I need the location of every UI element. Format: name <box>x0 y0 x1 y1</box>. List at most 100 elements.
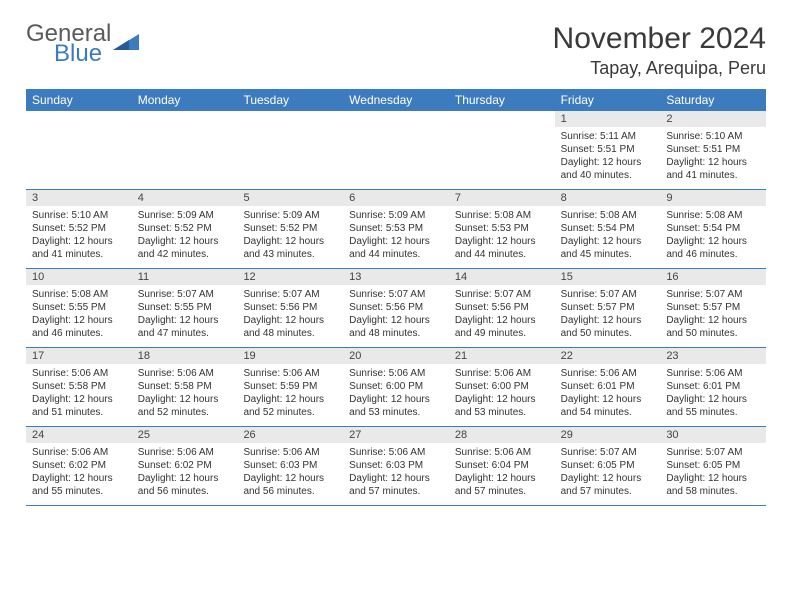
day-cell: 29Sunrise: 5:07 AMSunset: 6:05 PMDayligh… <box>555 427 661 505</box>
day-number: 20 <box>343 348 449 364</box>
day-number: 1 <box>555 111 661 127</box>
location: Tapay, Arequipa, Peru <box>553 58 766 79</box>
day-details: Sunrise: 5:11 AMSunset: 5:51 PMDaylight:… <box>555 127 661 186</box>
day-details: Sunrise: 5:07 AMSunset: 6:05 PMDaylight:… <box>660 443 766 502</box>
day-cell: 20Sunrise: 5:06 AMSunset: 6:00 PMDayligh… <box>343 348 449 426</box>
day-empty <box>237 111 343 189</box>
dow-cell: Tuesday <box>237 89 343 111</box>
day-details: Sunrise: 5:07 AMSunset: 5:55 PMDaylight:… <box>132 285 238 344</box>
day-cell: 2Sunrise: 5:10 AMSunset: 5:51 PMDaylight… <box>660 111 766 189</box>
day-cell: 23Sunrise: 5:06 AMSunset: 6:01 PMDayligh… <box>660 348 766 426</box>
day-number: 23 <box>660 348 766 364</box>
day-details: Sunrise: 5:06 AMSunset: 6:02 PMDaylight:… <box>132 443 238 502</box>
day-number: 8 <box>555 190 661 206</box>
month-title: November 2024 <box>553 22 766 56</box>
day-cell: 6Sunrise: 5:09 AMSunset: 5:53 PMDaylight… <box>343 190 449 268</box>
day-number: 4 <box>132 190 238 206</box>
day-number: 28 <box>449 427 555 443</box>
day-number: 21 <box>449 348 555 364</box>
day-details: Sunrise: 5:06 AMSunset: 5:58 PMDaylight:… <box>26 364 132 423</box>
week-row: 24Sunrise: 5:06 AMSunset: 6:02 PMDayligh… <box>26 427 766 506</box>
dow-cell: Wednesday <box>343 89 449 111</box>
day-empty <box>343 111 449 189</box>
day-cell: 17Sunrise: 5:06 AMSunset: 5:58 PMDayligh… <box>26 348 132 426</box>
day-details: Sunrise: 5:06 AMSunset: 6:00 PMDaylight:… <box>449 364 555 423</box>
day-details: Sunrise: 5:06 AMSunset: 5:58 PMDaylight:… <box>132 364 238 423</box>
week-row: 17Sunrise: 5:06 AMSunset: 5:58 PMDayligh… <box>26 348 766 427</box>
day-number: 24 <box>26 427 132 443</box>
day-cell: 27Sunrise: 5:06 AMSunset: 6:03 PMDayligh… <box>343 427 449 505</box>
day-cell: 9Sunrise: 5:08 AMSunset: 5:54 PMDaylight… <box>660 190 766 268</box>
day-details: Sunrise: 5:09 AMSunset: 5:52 PMDaylight:… <box>237 206 343 265</box>
day-number: 16 <box>660 269 766 285</box>
day-details: Sunrise: 5:08 AMSunset: 5:54 PMDaylight:… <box>660 206 766 265</box>
day-cell: 28Sunrise: 5:06 AMSunset: 6:04 PMDayligh… <box>449 427 555 505</box>
day-number: 19 <box>237 348 343 364</box>
day-cell: 4Sunrise: 5:09 AMSunset: 5:52 PMDaylight… <box>132 190 238 268</box>
day-cell: 22Sunrise: 5:06 AMSunset: 6:01 PMDayligh… <box>555 348 661 426</box>
day-number: 9 <box>660 190 766 206</box>
week-row: 10Sunrise: 5:08 AMSunset: 5:55 PMDayligh… <box>26 269 766 348</box>
dow-cell: Saturday <box>660 89 766 111</box>
day-cell: 18Sunrise: 5:06 AMSunset: 5:58 PMDayligh… <box>132 348 238 426</box>
day-cell: 24Sunrise: 5:06 AMSunset: 6:02 PMDayligh… <box>26 427 132 505</box>
day-details: Sunrise: 5:08 AMSunset: 5:54 PMDaylight:… <box>555 206 661 265</box>
dow-cell: Friday <box>555 89 661 111</box>
day-cell: 12Sunrise: 5:07 AMSunset: 5:56 PMDayligh… <box>237 269 343 347</box>
day-details: Sunrise: 5:07 AMSunset: 5:56 PMDaylight:… <box>237 285 343 344</box>
day-details: Sunrise: 5:07 AMSunset: 5:57 PMDaylight:… <box>660 285 766 344</box>
day-cell: 21Sunrise: 5:06 AMSunset: 6:00 PMDayligh… <box>449 348 555 426</box>
day-number: 29 <box>555 427 661 443</box>
day-number: 5 <box>237 190 343 206</box>
day-number: 27 <box>343 427 449 443</box>
day-cell: 19Sunrise: 5:06 AMSunset: 5:59 PMDayligh… <box>237 348 343 426</box>
day-cell: 14Sunrise: 5:07 AMSunset: 5:56 PMDayligh… <box>449 269 555 347</box>
day-cell: 3Sunrise: 5:10 AMSunset: 5:52 PMDaylight… <box>26 190 132 268</box>
week-row: 1Sunrise: 5:11 AMSunset: 5:51 PMDaylight… <box>26 111 766 190</box>
day-empty <box>132 111 238 189</box>
dow-cell: Monday <box>132 89 238 111</box>
logo: General Blue <box>26 22 139 68</box>
calendar-grid: SundayMondayTuesdayWednesdayThursdayFrid… <box>26 89 766 506</box>
day-details: Sunrise: 5:06 AMSunset: 6:03 PMDaylight:… <box>237 443 343 502</box>
weeks-container: 1Sunrise: 5:11 AMSunset: 5:51 PMDaylight… <box>26 111 766 506</box>
day-details: Sunrise: 5:10 AMSunset: 5:52 PMDaylight:… <box>26 206 132 265</box>
day-details: Sunrise: 5:08 AMSunset: 5:53 PMDaylight:… <box>449 206 555 265</box>
day-cell: 15Sunrise: 5:07 AMSunset: 5:57 PMDayligh… <box>555 269 661 347</box>
day-details: Sunrise: 5:06 AMSunset: 6:04 PMDaylight:… <box>449 443 555 502</box>
day-number: 15 <box>555 269 661 285</box>
day-cell: 13Sunrise: 5:07 AMSunset: 5:56 PMDayligh… <box>343 269 449 347</box>
day-details: Sunrise: 5:06 AMSunset: 6:00 PMDaylight:… <box>343 364 449 423</box>
day-number: 18 <box>132 348 238 364</box>
day-details: Sunrise: 5:07 AMSunset: 5:56 PMDaylight:… <box>343 285 449 344</box>
day-cell: 11Sunrise: 5:07 AMSunset: 5:55 PMDayligh… <box>132 269 238 347</box>
dow-cell: Thursday <box>449 89 555 111</box>
day-cell: 26Sunrise: 5:06 AMSunset: 6:03 PMDayligh… <box>237 427 343 505</box>
day-details: Sunrise: 5:07 AMSunset: 6:05 PMDaylight:… <box>555 443 661 502</box>
day-number: 13 <box>343 269 449 285</box>
day-number: 25 <box>132 427 238 443</box>
day-number: 11 <box>132 269 238 285</box>
day-number: 7 <box>449 190 555 206</box>
day-details: Sunrise: 5:06 AMSunset: 6:01 PMDaylight:… <box>555 364 661 423</box>
day-number: 6 <box>343 190 449 206</box>
title-block: November 2024 Tapay, Arequipa, Peru <box>553 22 766 79</box>
day-details: Sunrise: 5:06 AMSunset: 6:01 PMDaylight:… <box>660 364 766 423</box>
day-cell: 25Sunrise: 5:06 AMSunset: 6:02 PMDayligh… <box>132 427 238 505</box>
logo-triangle-icon <box>113 32 139 59</box>
day-number: 10 <box>26 269 132 285</box>
day-cell: 1Sunrise: 5:11 AMSunset: 5:51 PMDaylight… <box>555 111 661 189</box>
day-details: Sunrise: 5:09 AMSunset: 5:53 PMDaylight:… <box>343 206 449 265</box>
day-number: 12 <box>237 269 343 285</box>
day-details: Sunrise: 5:07 AMSunset: 5:56 PMDaylight:… <box>449 285 555 344</box>
day-number: 30 <box>660 427 766 443</box>
dow-header: SundayMondayTuesdayWednesdayThursdayFrid… <box>26 89 766 111</box>
header: General Blue November 2024 Tapay, Arequi… <box>26 22 766 79</box>
day-number: 26 <box>237 427 343 443</box>
day-details: Sunrise: 5:09 AMSunset: 5:52 PMDaylight:… <box>132 206 238 265</box>
day-number: 22 <box>555 348 661 364</box>
day-details: Sunrise: 5:07 AMSunset: 5:57 PMDaylight:… <box>555 285 661 344</box>
day-number: 17 <box>26 348 132 364</box>
day-number: 14 <box>449 269 555 285</box>
day-cell: 10Sunrise: 5:08 AMSunset: 5:55 PMDayligh… <box>26 269 132 347</box>
